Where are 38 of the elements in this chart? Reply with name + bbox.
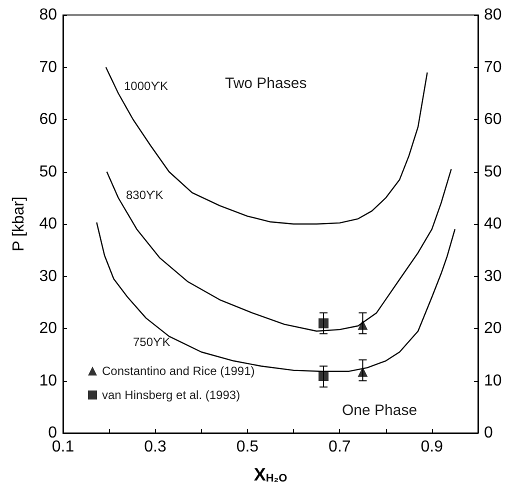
y2-tick-label: 70	[484, 58, 502, 76]
y-tick-label: 20	[39, 320, 58, 337]
x-axis-title: XH₂O	[254, 464, 288, 484]
y2-tick-label: 0	[484, 424, 493, 442]
x-tick-label: 0.7	[328, 438, 351, 456]
y-tick-label: 70	[39, 58, 58, 76]
y-tick-label: 30	[39, 268, 58, 285]
y-tick-label: 50	[39, 163, 58, 180]
point	[358, 366, 368, 377]
y-tick-label: 0	[48, 424, 58, 442]
y-tick-label: 10	[39, 372, 58, 390]
y2-tick-label: 30	[484, 268, 502, 285]
x-tick-label: 0.5	[236, 438, 259, 456]
legend-label: Constantino and Rice (1991)	[102, 364, 255, 378]
y-tick-label: 60	[39, 111, 58, 128]
annotation: Two Phases	[225, 75, 307, 92]
y-axis-title: P [kbar]	[10, 196, 28, 252]
annotation: One Phase	[342, 402, 418, 419]
y2-tick-label: 80	[484, 6, 502, 24]
line-series	[105, 66, 428, 225]
y2-tick-label: 10	[484, 372, 502, 390]
x-tick-label: 0.3	[144, 438, 166, 456]
y2-tick-label: 60	[484, 111, 502, 128]
point	[318, 318, 329, 328]
y-tick-label: 80	[39, 6, 58, 24]
y-tick-label: 40	[39, 216, 58, 232]
annotation: 1000ϒK	[124, 79, 168, 93]
point	[358, 320, 368, 330]
y2-tick-label: 40	[484, 216, 502, 232]
legend-label: van Hinsberg et al. (1993)	[102, 388, 240, 402]
annotation: 830ϒK	[126, 188, 164, 202]
line-series	[106, 168, 452, 332]
x-tick-label: 0.9	[420, 438, 444, 456]
y2-tick-label: 20	[484, 320, 502, 337]
y2-tick-label: 50	[484, 163, 502, 180]
point	[318, 371, 329, 382]
x-tick-label: 0.1	[52, 438, 74, 456]
annotation: 750ϒK	[133, 335, 170, 349]
